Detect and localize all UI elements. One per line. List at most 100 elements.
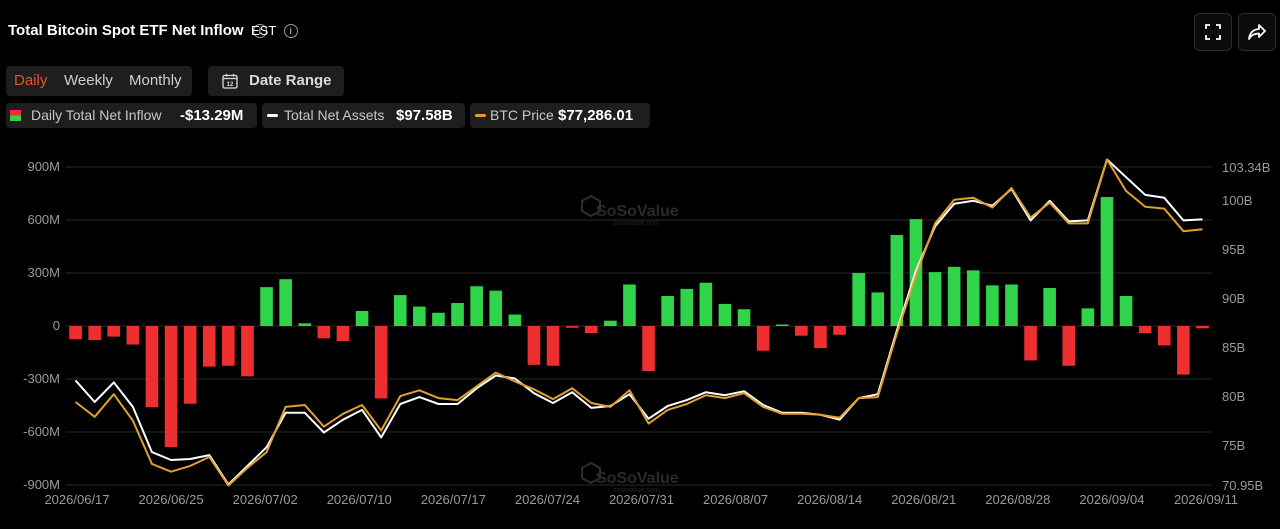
x-tick-label: 2026/07/24 [515, 492, 580, 507]
y-axis-left: 900M 600M 300M 0 -300M -600M -900M [23, 159, 60, 492]
y-right-tick-label: 80B [1222, 389, 1245, 404]
fullscreen-icon [1205, 24, 1221, 40]
inflow-bar [413, 306, 426, 326]
inflow-bar [584, 326, 598, 334]
inflow-bar [470, 286, 483, 326]
inflow-bar [489, 290, 503, 326]
inflow-bar [833, 326, 846, 335]
y-right-tick-label: 103.34B [1222, 160, 1270, 175]
y-left-tick-label: 900M [27, 159, 60, 174]
y-left-tick-label: -900M [23, 477, 60, 492]
date-range-button[interactable]: 12 Date Range [208, 66, 344, 96]
inflow-bar [775, 324, 789, 326]
period-selector: Daily Weekly Monthly [6, 66, 192, 96]
inflow-swatch-icon [10, 110, 21, 121]
inflow-bar [164, 326, 178, 448]
inflow-bar [642, 326, 655, 372]
inflow-bar [355, 310, 369, 326]
legend-price[interactable]: BTC Price $77,286.01 [470, 103, 650, 128]
inflow-bar [222, 326, 235, 366]
share-icon [1248, 24, 1266, 40]
inflow-bar [202, 326, 216, 367]
watermark-brand: SoSoValue [596, 470, 679, 487]
share-button[interactable] [1238, 13, 1276, 51]
inflow-bar [393, 295, 407, 326]
legend-inflow[interactable]: Daily Total Net Inflow -$13.29M [6, 103, 257, 128]
inflow-bar [279, 279, 292, 326]
watermark-brand: SoSoValue [596, 203, 679, 220]
y-left-tick-label: 600M [27, 212, 60, 227]
legend-price-value: $77,286.01 [558, 107, 634, 124]
inflow-bar [565, 326, 579, 328]
x-axis: 2026/06/17 2026/06/25 2026/07/02 2026/07/10… [44, 492, 1238, 507]
chart-title-text: Total Bitcoin Spot ETF Net Inflow [8, 22, 244, 39]
tab-weekly[interactable]: Weekly [64, 72, 113, 89]
inflow-bar [126, 326, 140, 345]
y-axis-right: 103.34B 100B 95B 90B 85B 80B 75B 70.95B [1222, 160, 1270, 493]
inflow-bar [928, 272, 942, 326]
y-left-tick-label: 0 [53, 318, 60, 333]
tab-monthly[interactable]: Monthly [129, 72, 182, 89]
inflow-bar [737, 309, 751, 326]
inflow-bar [336, 326, 350, 342]
inflow-bar [546, 326, 560, 366]
svg-text:12: 12 [227, 82, 234, 88]
y-right-tick-label: 70.95B [1222, 478, 1263, 493]
x-tick-label: 2026/09/04 [1079, 492, 1144, 507]
x-tick-label: 2026/08/07 [703, 492, 768, 507]
inflow-bar [795, 326, 808, 336]
inflow-bar [1138, 326, 1152, 334]
y-left-tick-label: -600M [23, 424, 60, 439]
x-tick-label: 2026/08/21 [891, 492, 956, 507]
y-right-tick-label: 75B [1222, 438, 1245, 453]
legend-inflow-name: Daily Total Net Inflow [31, 107, 162, 123]
y-right-tick-label: 95B [1222, 242, 1245, 257]
inflow-bar [1196, 326, 1209, 329]
inflow-bar [260, 287, 273, 326]
x-tick-label: 2026/08/28 [985, 492, 1050, 507]
timezone-info-icon[interactable]: i [283, 24, 298, 38]
inflow-bar [680, 288, 694, 326]
legend-assets[interactable]: Total Net Assets $97.58B [262, 103, 465, 128]
btc-price-line [74, 158, 1203, 487]
legend-inflow-value: -$13.29M [180, 107, 244, 124]
x-tick-label: 2026/06/17 [44, 492, 109, 507]
inflow-bar [871, 292, 885, 326]
inflow-bar [1005, 284, 1018, 326]
timezone[interactable]: EST i [251, 23, 298, 38]
inflow-bar [432, 312, 445, 326]
y-right-tick-label: 90B [1222, 291, 1245, 306]
inflow-bar [623, 284, 636, 326]
inflow-bar [374, 326, 388, 399]
legend-assets-value: $97.58B [396, 107, 453, 124]
bar-series [69, 197, 1209, 448]
x-tick-label: 2026/07/31 [609, 492, 674, 507]
inflow-bar [451, 303, 464, 326]
inflow-bar [145, 326, 159, 408]
tab-daily[interactable]: Daily [14, 72, 48, 89]
inflow-bar [527, 326, 541, 365]
watermark-icon [581, 194, 601, 218]
legend-price-name: BTC Price [490, 107, 554, 123]
inflow-bar [1100, 197, 1114, 326]
legend-assets-name: Total Net Assets [284, 107, 385, 123]
y-right-tick-label: 100B [1222, 193, 1252, 208]
inflow-bar [317, 326, 331, 339]
inflow-bar [718, 303, 732, 326]
date-range-label: Date Range [249, 72, 332, 89]
inflow-bar [966, 270, 980, 326]
inflow-bar [298, 323, 312, 326]
grid [66, 166, 1212, 486]
inflow-bar [1043, 288, 1056, 326]
inflow-bar [69, 326, 82, 340]
fullscreen-button[interactable] [1194, 13, 1232, 51]
inflow-bar [604, 320, 617, 326]
inflow-bar [852, 273, 865, 326]
x-tick-label: 2026/07/17 [421, 492, 486, 507]
info-icon[interactable]: i [252, 24, 267, 38]
inflow-bar [756, 326, 770, 351]
